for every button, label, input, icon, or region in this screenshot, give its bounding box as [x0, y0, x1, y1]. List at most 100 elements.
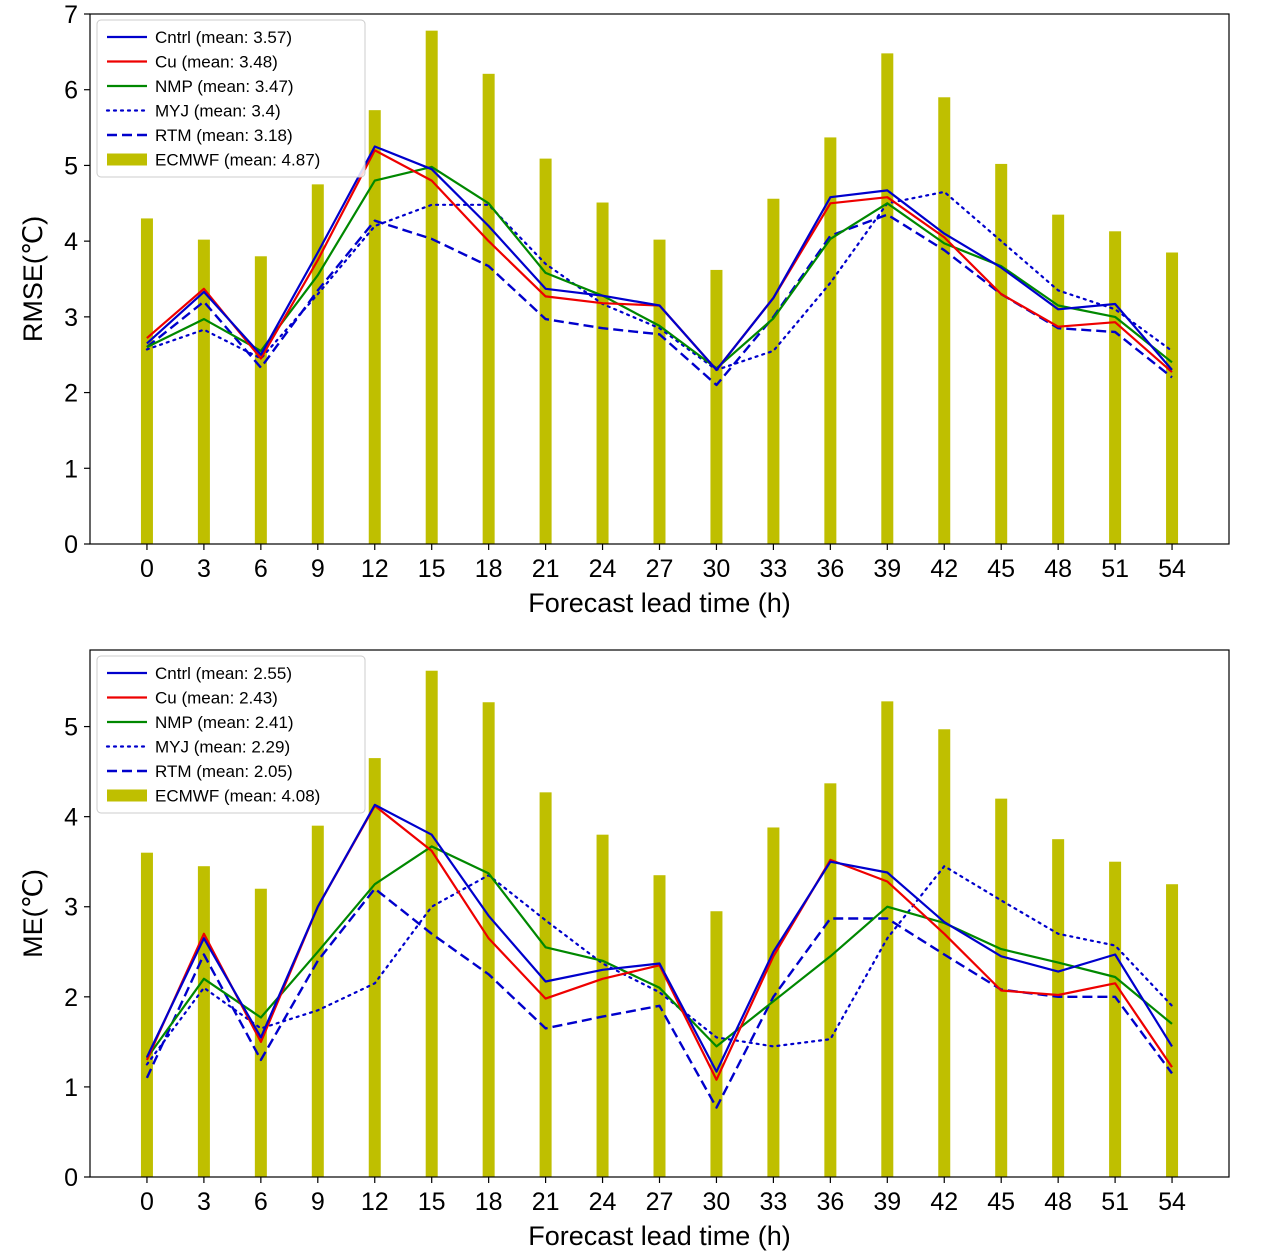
ecmwf-bar	[938, 97, 951, 545]
rmse-chart: 0 3 6 9 12 15 18 21 24 27 30 33 36 39 42 45 48 51 54012345…	[18, 1, 1230, 618]
y-tick-label: 0	[64, 531, 78, 559]
x-tick-label: 54	[1158, 555, 1186, 583]
y-axis-label: RMSE(℃)	[18, 216, 48, 342]
ecmwf-bar	[710, 911, 723, 1177]
x-tick-label: 15	[418, 1188, 446, 1216]
legend-entry: RTM (mean: 2.05)	[155, 762, 293, 781]
me-chart: 0 3 6 9 12 15 18 21 24 27 30 33 36 39 42 45 48 51 54012345…	[18, 649, 1230, 1251]
x-tick-label: 39	[873, 555, 901, 583]
ecmwf-bar	[482, 73, 495, 545]
ecmwf-bar	[254, 256, 267, 544]
x-tick-label: 30	[703, 1188, 731, 1216]
series-line-nmp	[146, 165, 1173, 370]
legend-entry: NMP (mean: 3.47)	[155, 77, 294, 96]
ecmwf-bar	[368, 110, 381, 545]
ecmwf-bar	[311, 825, 324, 1177]
ecmwf-bar	[140, 852, 153, 1177]
x-tick-label: 21	[532, 1188, 560, 1216]
series-line-cntrl	[146, 145, 1173, 371]
y-tick-label: 0	[64, 1164, 78, 1192]
ecmwf-bar	[1166, 884, 1179, 1177]
legend-entry: Cu (mean: 3.48)	[155, 53, 278, 72]
x-tick-label: 27	[646, 1188, 674, 1216]
y-tick-label: 1	[64, 455, 78, 483]
x-tick-label: 42	[930, 1188, 958, 1216]
ecmwf-bar	[1109, 231, 1122, 545]
ecmwf-bar	[710, 269, 723, 544]
x-tick-label: 36	[816, 555, 844, 583]
x-axis-label: Forecast lead time (h)	[528, 588, 791, 618]
ecmwf-bar	[254, 888, 267, 1177]
y-tick-label: 5	[64, 152, 78, 180]
ecmwf-bar	[539, 158, 552, 544]
y-tick-label: 2	[64, 984, 78, 1012]
x-tick-label: 45	[987, 1188, 1015, 1216]
y-tick-label: 4	[64, 228, 78, 256]
legend-entry: RTM (mean: 3.18)	[155, 126, 293, 145]
ecmwf-bar	[1052, 214, 1065, 544]
legend-box	[96, 19, 366, 178]
y-tick-label: 2	[64, 380, 78, 408]
ecmwf-bar	[596, 834, 609, 1177]
y-tick-label: 7	[64, 1, 78, 29]
y-axis-label: ME(℃)	[18, 869, 48, 958]
legend-entry: ECMWF (mean: 4.87)	[155, 151, 320, 170]
x-tick-label: 54	[1158, 1188, 1186, 1216]
x-tick-label: 42	[930, 555, 958, 583]
legend-entry: Cu (mean: 2.43)	[155, 689, 278, 708]
ecmwf-bar	[1109, 861, 1122, 1177]
x-axis-label: Forecast lead time (h)	[528, 1221, 791, 1251]
x-tick-label: 6	[254, 1188, 268, 1216]
x-tick-label: 9	[311, 1188, 325, 1216]
ecmwf-bar	[1166, 252, 1179, 544]
x-tick-label: 51	[1101, 1188, 1129, 1216]
x-tick-label: 45	[987, 555, 1015, 583]
y-tick-label: 3	[64, 304, 78, 332]
x-tick-label: 24	[589, 1188, 617, 1216]
ecmwf-bar	[596, 202, 609, 544]
ecmwf-bar	[881, 53, 894, 544]
y-tick-label: 3	[64, 894, 78, 922]
x-tick-label: 33	[759, 1188, 787, 1216]
x-tick-label: 15	[418, 555, 446, 583]
ecmwf-bar	[425, 670, 438, 1177]
y-tick-label: 4	[64, 804, 78, 832]
x-tick-label: 0	[140, 555, 154, 583]
x-tick-label: 27	[646, 555, 674, 583]
ecmwf-bar	[368, 758, 381, 1177]
x-tick-label: 51	[1101, 555, 1129, 583]
x-tick-label: 6	[254, 555, 268, 583]
legend-entry: Cntrl (mean: 3.57)	[155, 28, 292, 47]
x-tick-label: 21	[532, 555, 560, 583]
legend-swatch	[107, 789, 147, 802]
series-line-nmp	[146, 845, 1173, 1059]
x-tick-label: 3	[197, 555, 211, 583]
ecmwf-bar	[767, 198, 780, 544]
ecmwf-bar	[539, 792, 552, 1177]
x-tick-label: 24	[589, 555, 617, 583]
x-tick-label: 39	[873, 1188, 901, 1216]
series-line-cntrl	[145, 803, 1173, 1073]
x-tick-label: 12	[361, 1188, 389, 1216]
x-tick-label: 18	[475, 1188, 503, 1216]
x-tick-label: 9	[311, 555, 325, 583]
legend-entry: NMP (mean: 2.41)	[155, 713, 294, 732]
legend-entry: Cntrl (mean: 2.55)	[155, 664, 292, 683]
y-tick-label: 1	[64, 1074, 78, 1102]
ecmwf-bar	[824, 783, 837, 1177]
x-tick-label: 30	[703, 555, 731, 583]
legend-entry: MYJ (mean: 3.4)	[155, 102, 281, 121]
ecmwf-bar	[311, 184, 324, 544]
ecmwf-bar	[197, 866, 210, 1177]
x-tick-label: 18	[475, 555, 503, 583]
x-tick-label: 3	[197, 1188, 211, 1216]
x-tick-label: 12	[361, 555, 389, 583]
ecmwf-bar	[140, 218, 153, 544]
ecmwf-bar	[197, 239, 210, 544]
y-tick-label: 6	[64, 77, 78, 105]
x-tick-label: 33	[759, 555, 787, 583]
legend-swatch	[107, 153, 147, 166]
ecmwf-bar	[425, 30, 438, 544]
x-tick-label: 48	[1044, 555, 1072, 583]
